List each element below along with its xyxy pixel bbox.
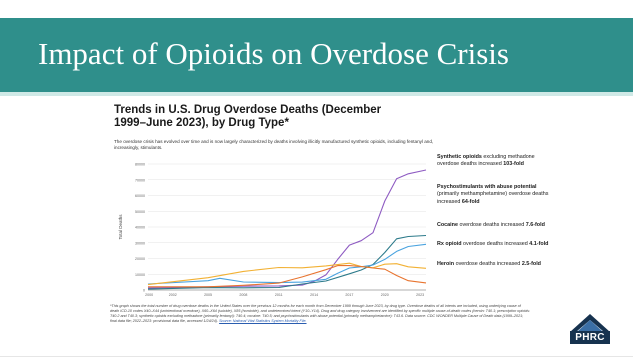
- x-tick-label: 2014: [310, 293, 318, 297]
- annotation-rx-opioid: Rx opioid overdose deaths increased 4.1-…: [437, 241, 557, 248]
- x-tick-label: 2023: [416, 293, 424, 297]
- annotation-heroin: Heroin overdose deaths increased 2.5-fol…: [437, 261, 557, 268]
- top-margin: [0, 0, 633, 18]
- slide-title: Impact of Opioids on Overdose Crisis: [38, 36, 509, 71]
- x-tick-label: 2005: [204, 293, 212, 297]
- phrc-logo: PHRC: [566, 312, 614, 352]
- chart-footnote: *This graph shows the total number of dr…: [110, 304, 530, 324]
- annotation-fold: 64-fold: [461, 198, 480, 205]
- footnote-text: *This graph shows the total number of dr…: [110, 304, 531, 323]
- annotation-synthetic-opioids: Synthetic opioids excluding methadone ov…: [437, 154, 557, 169]
- x-tick-label: 2017: [345, 293, 353, 297]
- x-tick-label: 2000: [145, 293, 153, 297]
- annotation-text: overdose deaths increased: [461, 241, 530, 247]
- x-tick-label: 2002: [169, 293, 177, 297]
- y-tick-label: 20000: [135, 257, 145, 261]
- y-tick-label: 50000: [135, 210, 145, 214]
- annotation-cocaine: Cocaine overdose deaths increased 7.6-fo…: [437, 222, 557, 229]
- y-tick-label: 60000: [135, 194, 145, 198]
- annotation-psychostimulants: Psychostimulants with abuse potential (p…: [437, 184, 557, 206]
- logo-text: PHRC: [570, 331, 610, 344]
- house-roof-icon: [570, 314, 610, 332]
- bottom-rule: [0, 356, 633, 357]
- annotation-fold: 7.6-fold: [525, 222, 545, 228]
- y-tick-label: 70000: [135, 178, 145, 182]
- x-tick-label: 2011: [275, 293, 283, 297]
- annotation-text: (primarily methamphetamine) overdose dea…: [437, 191, 549, 205]
- title-banner: [0, 18, 633, 96]
- annotation-label: Heroin: [437, 261, 455, 267]
- y-tick-label: 80000: [135, 163, 145, 167]
- annotation-text: overdose deaths increased: [454, 261, 522, 267]
- y-tick-label: 10000: [135, 273, 145, 277]
- chart-intro: The overdose crisis has evolved over tim…: [114, 139, 434, 150]
- series-line: [147, 243, 427, 285]
- footnote-source-link[interactable]: Source: National Vital Statistics System…: [219, 318, 307, 323]
- annotation-text: overdose deaths increased: [457, 222, 526, 228]
- y-tick-label: 30000: [135, 241, 145, 245]
- y-tick-label: 40000: [135, 226, 145, 230]
- annotation-label: Rx opioid: [437, 241, 462, 247]
- chart-title: Trends in U.S. Drug Overdose Deaths (Dec…: [114, 104, 382, 130]
- banner-accent-line: [0, 92, 633, 96]
- x-tick-label: 2020: [381, 293, 389, 297]
- annotation-label: Cocaine: [437, 222, 458, 228]
- series-line: [147, 234, 427, 290]
- annotation-fold: 103-fold: [503, 161, 524, 168]
- annotation-fold: 2.5-fold: [521, 261, 541, 267]
- annotation-label: Psychostimulants with abuse potential: [437, 184, 537, 190]
- series-line: [147, 169, 427, 289]
- y-tick-label: 0: [143, 289, 145, 293]
- overdose-line-chart: 0 10000 20000 30000 40000 50000 60000 70000 8000…: [118, 163, 427, 297]
- series-line: [147, 262, 427, 286]
- x-tick-label: 2008: [239, 293, 247, 297]
- annotation-fold: 4.1-fold: [529, 241, 549, 247]
- annotation-label: Synthetic opioids: [437, 154, 482, 160]
- series-line: [148, 265, 427, 288]
- y-axis-label: Total Deaths: [118, 214, 123, 240]
- annotation-text: excluding methadone overdose deaths incr…: [437, 154, 535, 168]
- figure-panel: Trends in U.S. Drug Overdose Deaths (Dec…: [108, 104, 558, 342]
